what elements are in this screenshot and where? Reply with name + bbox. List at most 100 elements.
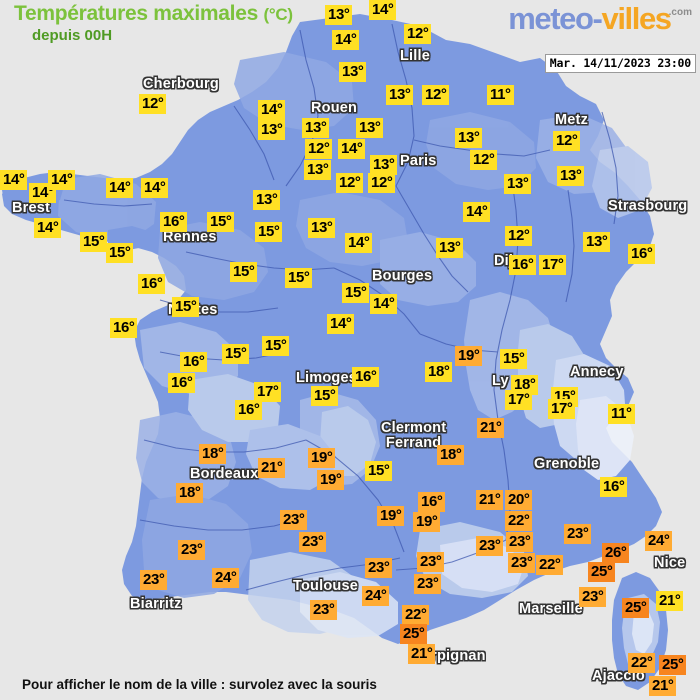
temperature-chip[interactable]: 25° [400, 624, 428, 644]
temperature-chip[interactable]: 12° [505, 226, 533, 246]
temperature-chip[interactable]: 21° [477, 418, 505, 438]
city-label-limoges[interactable]: Limoges [296, 370, 357, 386]
city-label-cherbourg[interactable]: Cherbourg [143, 76, 219, 92]
temperature-chip[interactable]: 12° [305, 139, 333, 159]
temperature-chip[interactable]: 14° [369, 0, 397, 20]
temperature-chip[interactable]: 16° [168, 373, 196, 393]
temperature-chip[interactable]: 24° [362, 586, 390, 606]
temperature-chip[interactable]: 18° [199, 444, 227, 464]
temperature-chip[interactable]: 13° [258, 120, 286, 140]
temperature-chip[interactable]: 12° [422, 85, 450, 105]
temperature-chip[interactable]: 13° [339, 62, 367, 82]
city-label-brest[interactable]: Brest [12, 200, 50, 216]
temperature-chip[interactable]: 16° [235, 400, 263, 420]
city-label-marseille[interactable]: Marseille [519, 601, 583, 617]
temperature-chip[interactable]: 19° [317, 470, 345, 490]
temperature-chip[interactable]: 21° [408, 644, 436, 664]
temperature-chip[interactable]: 24° [212, 568, 240, 588]
temperature-chip[interactable]: 16° [418, 492, 446, 512]
city-label-rouen[interactable]: Rouen [311, 100, 357, 116]
temperature-chip[interactable]: 13° [583, 232, 611, 252]
temperature-chip[interactable]: 14° [106, 178, 134, 198]
temperature-chip[interactable]: 24° [645, 531, 673, 551]
temperature-chip[interactable]: 13° [557, 166, 585, 186]
city-label-paris[interactable]: Paris [400, 153, 436, 169]
temperature-chip[interactable]: 13° [356, 118, 384, 138]
city-label-lille[interactable]: Lille [400, 48, 430, 64]
temperature-chip[interactable]: 16° [352, 367, 380, 387]
city-label-lyon[interactable]: Ly [492, 373, 509, 389]
temperature-chip[interactable]: 16° [180, 352, 208, 372]
temperature-chip[interactable]: 15° [365, 461, 393, 481]
temperature-chip[interactable]: 18° [437, 445, 465, 465]
city-label-strasbourg[interactable]: Strasbourg [608, 198, 687, 214]
city-label-toulouse[interactable]: Toulouse [293, 578, 358, 594]
temperature-chip[interactable]: 16° [628, 244, 656, 264]
temperature-chip[interactable]: 21° [476, 490, 504, 510]
temperature-chip[interactable]: 15° [172, 297, 200, 317]
temperature-chip[interactable]: 21° [656, 591, 684, 611]
temperature-chip[interactable]: 14° [0, 170, 28, 190]
temperature-chip[interactable]: 23° [280, 510, 308, 530]
city-label-rennes[interactable]: Rennes [163, 229, 217, 245]
temperature-chip[interactable]: 19° [377, 506, 405, 526]
temperature-chip[interactable]: 25° [588, 562, 616, 582]
temperature-chip[interactable]: 22° [536, 555, 564, 575]
temperature-chip[interactable]: 15° [500, 349, 528, 369]
temperature-chip[interactable]: 13° [436, 238, 464, 258]
temperature-chip[interactable]: 17° [539, 255, 567, 275]
temperature-chip[interactable]: 16° [138, 274, 166, 294]
temperature-chip[interactable]: 15° [262, 336, 290, 356]
temperature-chip[interactable]: 23° [476, 536, 504, 556]
temperature-chip[interactable]: 15° [207, 212, 235, 232]
temperature-chip[interactable]: 13° [386, 85, 414, 105]
temperature-chip[interactable]: 26° [602, 543, 630, 563]
temperature-chip[interactable]: 14° [345, 233, 373, 253]
temperature-chip[interactable]: 14° [258, 100, 286, 120]
temperature-chip[interactable]: 16° [110, 318, 138, 338]
temperature-chip[interactable]: 25° [622, 598, 650, 618]
temperature-chip[interactable]: 14° [34, 218, 62, 238]
site-logo[interactable]: meteo-villes.com [508, 1, 694, 37]
temperature-chip[interactable]: 16° [600, 477, 628, 497]
temperature-chip[interactable]: 22° [505, 511, 533, 531]
temperature-chip[interactable]: 23° [506, 532, 534, 552]
temperature-chip[interactable]: 12° [470, 150, 498, 170]
temperature-chip[interactable]: 17° [505, 390, 533, 410]
temperature-chip[interactable]: 17° [254, 382, 282, 402]
temperature-chip[interactable]: 14° [338, 139, 366, 159]
temperature-chip[interactable]: 23° [417, 552, 445, 572]
temperature-chip[interactable]: 14° [327, 314, 355, 334]
temperature-chip[interactable]: 15° [255, 222, 283, 242]
temperature-chip[interactable]: 13° [308, 218, 336, 238]
temperature-chip[interactable]: 16° [509, 255, 537, 275]
temperature-chip[interactable]: 11° [608, 404, 635, 424]
temperature-chip[interactable]: 22° [402, 605, 430, 625]
temperature-chip[interactable]: 14° [141, 178, 169, 198]
temperature-chip[interactable]: 13° [370, 155, 398, 175]
temperature-chip[interactable]: 12° [368, 173, 396, 193]
temperature-chip[interactable]: 14° [332, 30, 360, 50]
temperature-chip[interactable]: 13° [302, 118, 330, 138]
temperature-chip[interactable]: 23° [178, 540, 206, 560]
temperature-chip[interactable]: 21° [258, 458, 286, 478]
temperature-chip[interactable]: 23° [299, 532, 327, 552]
temperature-chip[interactable]: 25° [659, 655, 687, 675]
temperature-chip[interactable]: 13° [304, 160, 332, 180]
city-label-nice[interactable]: Nice [654, 555, 685, 571]
city-label-biarritz[interactable]: Biarritz [130, 596, 182, 612]
temperature-chip[interactable]: 18° [176, 483, 204, 503]
temperature-chip[interactable]: 13° [455, 128, 483, 148]
temperature-chip[interactable]: 12° [404, 24, 432, 44]
temperature-chip[interactable]: 12° [139, 94, 167, 114]
temperature-chip[interactable]: 19° [413, 512, 441, 532]
temperature-chip[interactable]: 13° [325, 5, 353, 25]
temperature-chip[interactable]: 23° [140, 570, 168, 590]
temperature-chip[interactable]: 19° [455, 346, 483, 366]
temperature-chip[interactable]: 21° [649, 676, 677, 696]
temperature-chip[interactable]: 12° [553, 131, 581, 151]
city-label-clermont-ferrand[interactable]: Clermont Ferrand [381, 421, 446, 451]
temperature-chip[interactable]: 23° [414, 574, 442, 594]
temperature-chip[interactable]: 15° [285, 268, 313, 288]
temperature-chip[interactable]: 11° [487, 85, 514, 105]
